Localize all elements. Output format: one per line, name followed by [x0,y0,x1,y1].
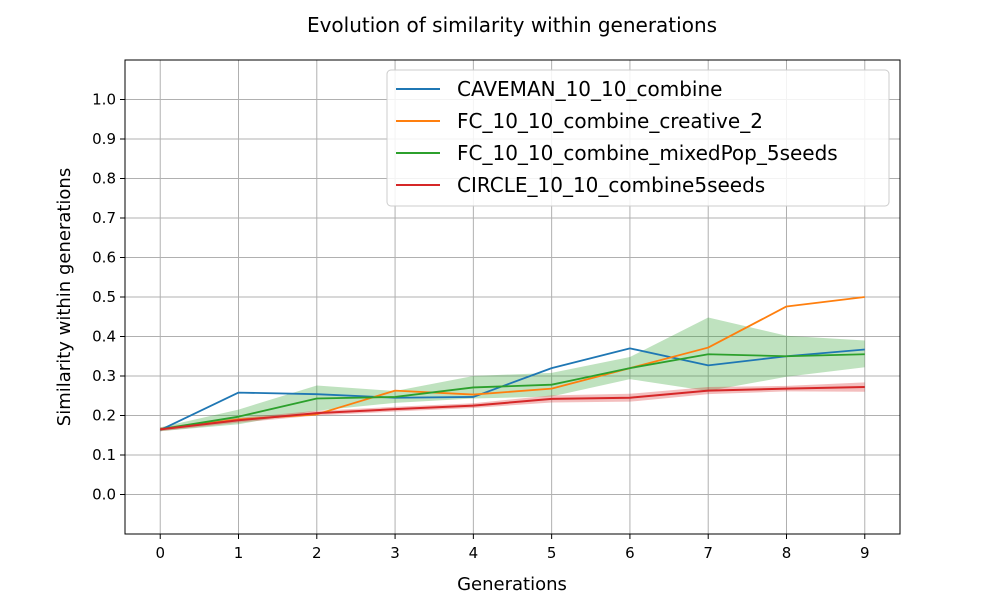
series-line [160,386,865,431]
y-tick-label: 0.1 [92,446,116,464]
y-tick-label: 0.0 [92,486,116,504]
series-line [160,353,865,431]
x-tick-label: 6 [625,544,635,562]
x-tick-label: 2 [312,544,322,562]
confidence-band [160,317,865,432]
legend-label: CIRCLE_10_10_combine5seeds [457,173,765,197]
y-tick-label: 0.9 [92,130,116,148]
series-line [159,347,865,431]
y-tick-label: 0.6 [92,249,116,267]
x-tick-label: 1 [234,544,244,562]
y-tick-label: 0.8 [92,170,116,188]
confidence-band [160,382,865,432]
legend-label: FC_10_10_combine_mixedPop_5seeds [457,141,838,165]
x-tick-label: 8 [782,544,792,562]
y-tick-label: 0.2 [92,407,116,425]
y-axis-label: Similarity within generations [54,168,75,426]
series-lines [159,296,865,431]
x-axis-ticks: 0 1 2 3 4 5 6 7 8 9 [155,534,870,562]
y-tick-label: 0.3 [92,367,116,385]
x-tick-label: 7 [703,544,713,562]
y-tick-label: 0.5 [92,288,116,306]
chart-title: Evolution of similarity within generatio… [307,13,717,37]
x-tick-label: 4 [469,544,479,562]
confidence-bands [160,317,865,432]
y-tick-label: 0.4 [92,328,116,346]
x-axis-label: Generations [457,574,567,595]
legend-label: CAVEMAN_10_10_combine [457,77,722,101]
y-axis-ticks: 0.0 0.1 0.2 0.3 0.4 0.5 0.6 0.7 0.8 0.9 1.0 [92,91,125,504]
legend-box [386,69,890,207]
legend: CAVEMAN_10_10_combine FC_10_10_combine_cr… [386,69,890,207]
legend-label: FC_10_10_combine_creative_2 [457,109,763,133]
y-tick-label: 1.0 [92,91,116,109]
y-tick-label: 0.7 [92,209,116,227]
x-tick-label: 9 [860,544,870,562]
x-tick-label: 3 [390,544,400,562]
x-tick-label: 5 [547,544,557,562]
x-tick-label: 0 [155,544,165,562]
